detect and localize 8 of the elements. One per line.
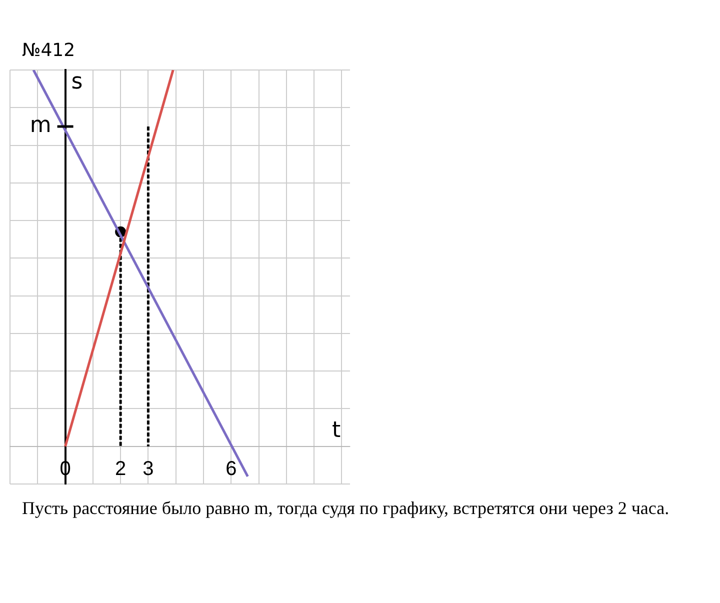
x-tick-label: 3: [142, 458, 154, 480]
x-axis-title: t: [332, 418, 341, 444]
text: Пусть расстояние было равно m, тогда судя по графику, встретятся они через 2 часа.: [22, 498, 670, 519]
annotation: m: [30, 113, 52, 138]
x-tick-label: 2: [115, 458, 126, 480]
x-tick-label: 6: [226, 458, 237, 480]
y-axis-title: s: [71, 70, 83, 95]
chart-title: №412: [22, 40, 76, 61]
